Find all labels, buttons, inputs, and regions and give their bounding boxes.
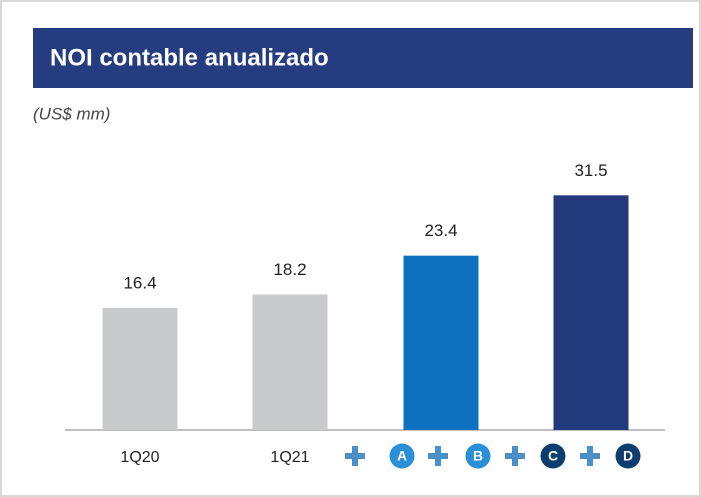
badge-label: C bbox=[548, 448, 558, 464]
badge-label: A bbox=[397, 448, 407, 464]
bar bbox=[252, 294, 328, 430]
value-label: 18.2 bbox=[273, 260, 306, 279]
x-tick-label: 1Q21 bbox=[270, 449, 309, 466]
badge-label: B bbox=[473, 448, 483, 464]
badge bbox=[540, 443, 566, 469]
plus-icon bbox=[512, 446, 518, 466]
value-label: 16.4 bbox=[123, 273, 156, 292]
chart-title: NOI contable anualizado bbox=[50, 44, 329, 71]
badge-label: D bbox=[623, 448, 633, 464]
value-label: 31.5 bbox=[574, 161, 607, 180]
bar bbox=[553, 195, 629, 430]
badge bbox=[615, 443, 641, 469]
badge bbox=[389, 443, 415, 469]
title-banner bbox=[33, 28, 693, 88]
plus-icon bbox=[435, 446, 441, 466]
value-label: 23.4 bbox=[424, 221, 457, 240]
bar bbox=[102, 307, 178, 430]
chart-subtitle: (US$ mm) bbox=[33, 104, 110, 123]
plus-icon bbox=[352, 446, 358, 466]
plus-icon bbox=[587, 446, 593, 466]
x-tick-label: 1Q20 bbox=[120, 449, 159, 466]
bar bbox=[403, 255, 479, 430]
badge bbox=[465, 443, 491, 469]
